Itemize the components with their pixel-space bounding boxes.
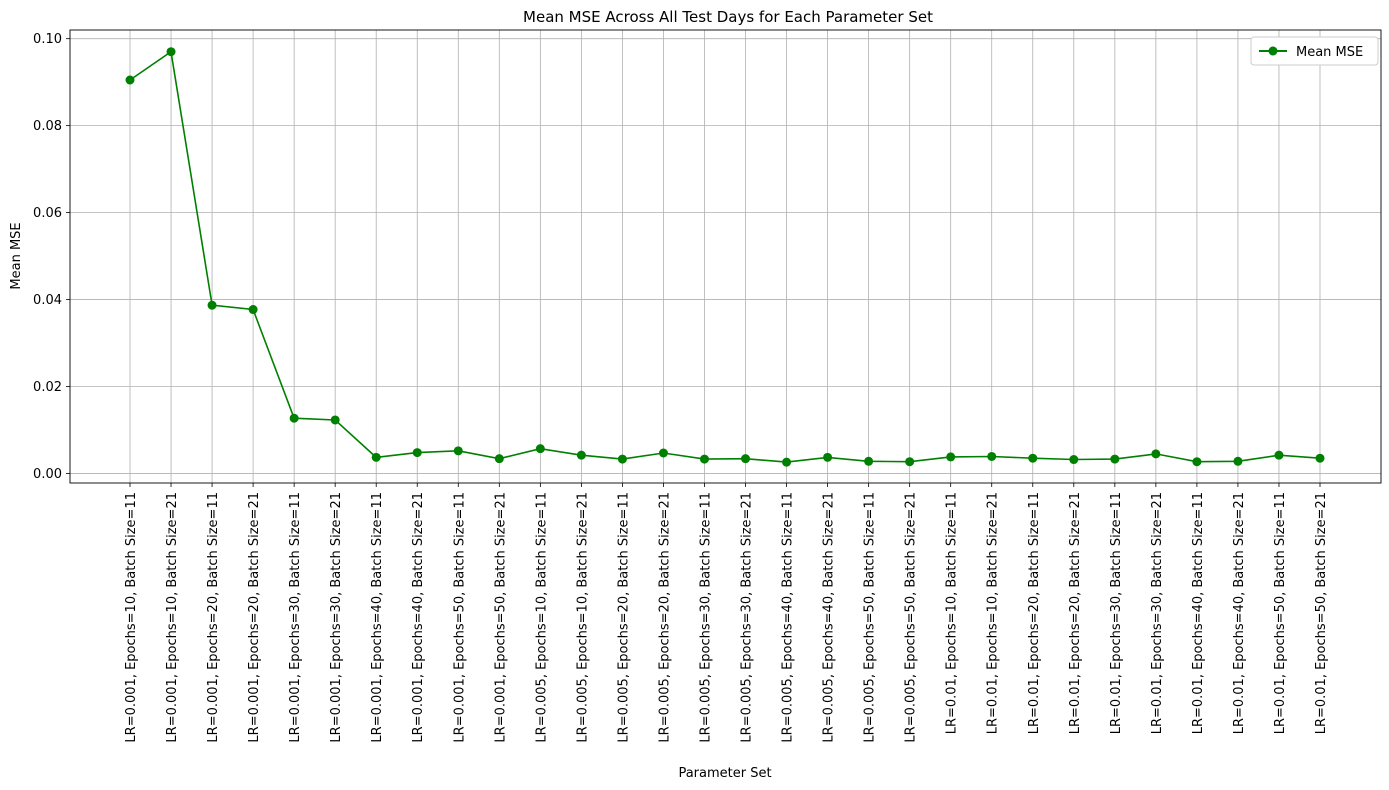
data-point bbox=[699, 454, 709, 464]
plot-frame bbox=[69, 29, 1382, 484]
x-tick-label: LR=0.001, Epochs=40, Batch Size=11 bbox=[370, 492, 385, 743]
y-tick-label: 0.04 bbox=[33, 293, 62, 308]
data-point bbox=[576, 450, 586, 460]
data-point bbox=[741, 454, 751, 464]
series bbox=[125, 47, 1325, 467]
data-point bbox=[412, 448, 422, 458]
data-point bbox=[946, 452, 956, 462]
y-tick-label: 0.06 bbox=[33, 206, 62, 221]
data-point bbox=[1110, 454, 1120, 464]
x-tick-label: LR=0.01, Epochs=20, Batch Size=11 bbox=[1027, 492, 1042, 734]
x-tick-label: LR=0.001, Epochs=20, Batch Size=11 bbox=[206, 492, 221, 743]
x-tick-label: LR=0.005, Epochs=30, Batch Size=11 bbox=[698, 492, 713, 743]
data-point bbox=[658, 448, 668, 458]
data-point bbox=[1274, 450, 1284, 460]
x-tick-label: LR=0.005, Epochs=30, Batch Size=21 bbox=[740, 492, 755, 743]
x-axis-label: Parameter Set bbox=[678, 766, 771, 781]
x-tick-label: LR=0.01, Epochs=20, Batch Size=21 bbox=[1068, 492, 1083, 734]
x-tick-label: LR=0.005, Epochs=20, Batch Size=21 bbox=[657, 492, 672, 743]
data-point bbox=[905, 457, 915, 467]
x-tick-label: LR=0.001, Epochs=10, Batch Size=11 bbox=[124, 492, 139, 743]
x-tick-label: LR=0.001, Epochs=50, Batch Size=21 bbox=[493, 492, 508, 743]
data-point bbox=[453, 446, 463, 456]
x-tick-label: LR=0.01, Epochs=30, Batch Size=21 bbox=[1150, 492, 1165, 734]
data-point bbox=[617, 454, 627, 464]
x-tick-label: LR=0.01, Epochs=10, Batch Size=11 bbox=[945, 492, 960, 734]
axes: LR=0.001, Epochs=10, Batch Size=11 LR=0.0… bbox=[33, 29, 1382, 743]
x-tick-label: LR=0.005, Epochs=50, Batch Size=11 bbox=[863, 492, 878, 743]
grid bbox=[70, 30, 1381, 483]
data-point bbox=[1192, 457, 1202, 467]
data-point bbox=[1069, 455, 1079, 465]
data-point bbox=[125, 75, 135, 85]
x-tick-label: LR=0.005, Epochs=40, Batch Size=21 bbox=[822, 492, 837, 743]
data-point bbox=[207, 300, 217, 310]
data-point bbox=[1151, 449, 1161, 459]
data-point bbox=[371, 452, 381, 462]
x-tick-label: LR=0.005, Epochs=20, Batch Size=11 bbox=[616, 492, 631, 743]
y-tick-label: 0.00 bbox=[33, 467, 62, 482]
legend-label: Mean MSE bbox=[1296, 45, 1363, 60]
x-tick-label: LR=0.001, Epochs=30, Batch Size=21 bbox=[329, 492, 344, 743]
x-tick-label: LR=0.001, Epochs=40, Batch Size=21 bbox=[411, 492, 426, 743]
data-point bbox=[1028, 453, 1038, 463]
x-tick-label: LR=0.005, Epochs=10, Batch Size=21 bbox=[575, 492, 590, 743]
data-point bbox=[782, 457, 792, 467]
y-tick-label: 0.08 bbox=[33, 119, 62, 134]
x-tick-label: LR=0.01, Epochs=50, Batch Size=11 bbox=[1273, 492, 1288, 734]
data-point bbox=[987, 451, 997, 461]
series-line bbox=[129, 50, 1321, 463]
data-point bbox=[166, 47, 176, 57]
data-point bbox=[330, 415, 340, 425]
x-tick-label: LR=0.005, Epochs=50, Batch Size=21 bbox=[904, 492, 919, 743]
x-tick-label: LR=0.01, Epochs=30, Batch Size=11 bbox=[1109, 492, 1124, 734]
x-tick-label: LR=0.005, Epochs=40, Batch Size=11 bbox=[781, 492, 796, 743]
data-point bbox=[248, 305, 258, 315]
x-tick-label: LR=0.001, Epochs=50, Batch Size=11 bbox=[452, 492, 467, 743]
data-point bbox=[864, 456, 874, 466]
data-point bbox=[1233, 456, 1243, 466]
x-tick-label: LR=0.01, Epochs=50, Batch Size=21 bbox=[1314, 492, 1329, 734]
data-point bbox=[1315, 453, 1325, 463]
legend: Mean MSE bbox=[1250, 36, 1379, 66]
x-tick-label: LR=0.005, Epochs=10, Batch Size=11 bbox=[534, 492, 549, 743]
data-point bbox=[289, 413, 299, 423]
x-tick-label: LR=0.01, Epochs=10, Batch Size=21 bbox=[986, 492, 1001, 734]
y-axis-label: Mean MSE bbox=[9, 222, 24, 289]
y-tick-label: 0.10 bbox=[33, 32, 62, 47]
data-point bbox=[823, 452, 833, 462]
data-point bbox=[535, 444, 545, 454]
x-tick-label: LR=0.001, Epochs=20, Batch Size=21 bbox=[247, 492, 262, 743]
x-tick-label: LR=0.01, Epochs=40, Batch Size=21 bbox=[1232, 492, 1247, 734]
x-tick-label: LR=0.001, Epochs=10, Batch Size=21 bbox=[165, 492, 180, 743]
legend-marker-swatch bbox=[1268, 46, 1278, 56]
x-tick-label: LR=0.001, Epochs=30, Batch Size=11 bbox=[288, 492, 303, 743]
y-tick-label: 0.02 bbox=[33, 380, 62, 395]
data-point bbox=[494, 454, 504, 464]
chart-title: Mean MSE Across All Test Days for Each P… bbox=[523, 8, 933, 26]
x-tick-label: LR=0.01, Epochs=40, Batch Size=11 bbox=[1191, 492, 1206, 734]
legend-frame bbox=[1250, 36, 1379, 66]
